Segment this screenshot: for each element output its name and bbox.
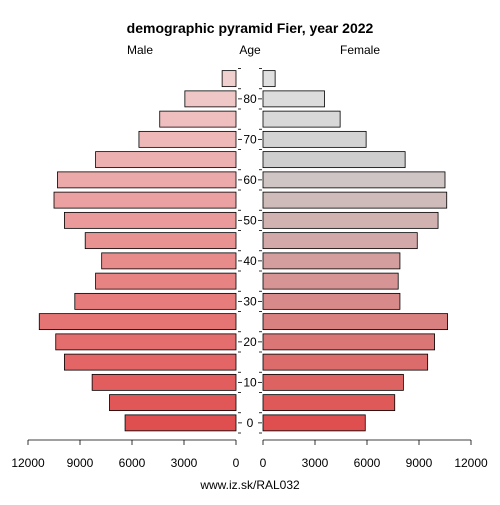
age-tick-label: 70 — [243, 132, 257, 146]
male-bar-85+ — [221, 70, 237, 88]
female-x-tick-label: 0 — [260, 456, 267, 470]
age-tick-label: 50 — [243, 213, 257, 227]
chart-title: demographic pyramid Fier, year 2022 — [127, 20, 374, 36]
age-tick-label: 30 — [243, 294, 257, 308]
age-tick-label: 20 — [243, 335, 257, 349]
age-tick-label: 40 — [243, 254, 257, 268]
age-tick-label: 0 — [247, 416, 254, 430]
age-label: Age — [239, 43, 261, 57]
female-bar-60-64 — [262, 171, 446, 189]
male-bar-65-69 — [95, 151, 237, 169]
male-bar-80-84 — [184, 90, 237, 108]
axes-group: 0 10 20 30 40 50 60 70 80 12000 9000 6000 3000 0 0 3000… — [11, 68, 488, 470]
female-bar-45-49 — [262, 232, 418, 250]
male-bar-0-4 — [124, 414, 237, 432]
male-bar-70-74 — [138, 130, 237, 148]
male-x-tick-label: 12000 — [11, 456, 45, 470]
male-x-tick-label: 3000 — [171, 456, 198, 470]
female-x-tick-label: 6000 — [354, 456, 381, 470]
female-x-tick-label: 3000 — [302, 456, 329, 470]
female-bar-65-69 — [262, 151, 406, 169]
female-bar-50-54 — [262, 211, 439, 229]
female-bar-80-84 — [262, 90, 325, 108]
female-bar-85+ — [262, 70, 276, 88]
female-bar-75-79 — [262, 110, 341, 128]
female-bar-10-14 — [262, 373, 404, 391]
female-label: Female — [340, 43, 380, 57]
male-bar-75-79 — [159, 110, 237, 128]
female-bar-0-4 — [262, 414, 366, 432]
male-bar-60-64 — [57, 171, 237, 189]
female-bar-55-59 — [262, 191, 448, 209]
female-bar-70-74 — [262, 130, 367, 148]
female-bar-35-39 — [262, 272, 399, 290]
male-label: Male — [127, 43, 153, 57]
male-bar-10-14 — [91, 373, 237, 391]
male-bar-35-39 — [95, 272, 237, 290]
male-bar-55-59 — [53, 191, 237, 209]
male-bar-25-29 — [38, 313, 237, 331]
male-bar-45-49 — [84, 232, 237, 250]
male-x-tick-label: 0 — [233, 456, 240, 470]
male-x-tick-label: 9000 — [67, 456, 94, 470]
male-bar-5-9 — [109, 394, 237, 412]
male-bar-30-34 — [74, 292, 237, 310]
female-bar-40-44 — [262, 252, 401, 270]
female-bar-5-9 — [262, 394, 396, 412]
male-bar-40-44 — [101, 252, 237, 270]
male-bar-15-19 — [64, 353, 237, 371]
female-x-tick-label: 12000 — [454, 456, 488, 470]
age-tick-label: 60 — [243, 173, 257, 187]
bars-group — [38, 70, 449, 432]
age-tick-label: 10 — [243, 375, 257, 389]
female-bar-30-34 — [262, 292, 401, 310]
male-x-tick-label: 6000 — [119, 456, 146, 470]
male-bar-20-24 — [55, 333, 237, 351]
female-bar-20-24 — [262, 333, 436, 351]
female-x-tick-label: 9000 — [406, 456, 433, 470]
female-bar-25-29 — [262, 313, 449, 331]
female-bar-15-19 — [262, 353, 429, 371]
footer-url: www.iz.sk/RAL032 — [199, 478, 300, 492]
age-tick-label: 80 — [243, 92, 257, 106]
male-bar-50-54 — [64, 211, 237, 229]
